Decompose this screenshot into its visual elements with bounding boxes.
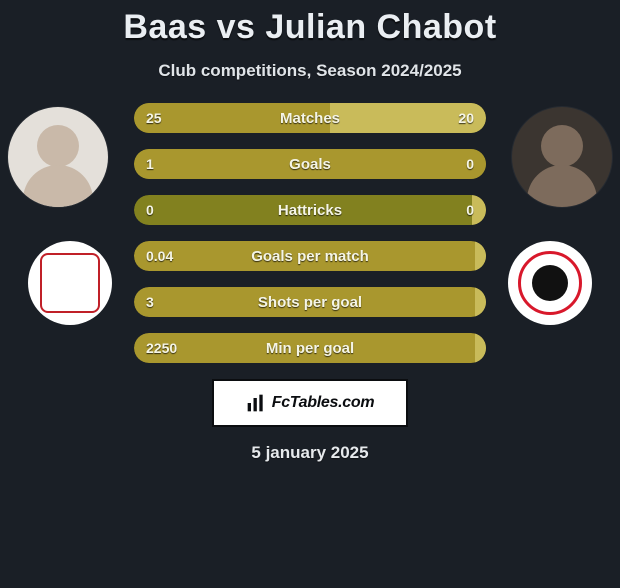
player-right-avatar	[512, 107, 612, 207]
club-right-badge	[508, 241, 592, 325]
stat-row: 00Hattricks	[134, 195, 486, 225]
stat-label: Hattricks	[134, 195, 486, 225]
chart-icon	[246, 393, 266, 413]
stat-label: Goals	[134, 149, 486, 179]
stat-bars: 2520Matches 10Goals 00Hattricks 0.04Goals p…	[134, 103, 486, 379]
subtitle: Club competitions, Season 2024/2025	[0, 61, 620, 81]
stat-label: Matches	[134, 103, 486, 133]
stat-row: 3Shots per goal	[134, 287, 486, 317]
player-left-avatar	[8, 107, 108, 207]
date: 5 january 2025	[0, 443, 620, 463]
stat-label: Shots per goal	[134, 287, 486, 317]
stat-row: 0.04Goals per match	[134, 241, 486, 271]
page-title: Baas vs Julian Chabot	[0, 8, 620, 47]
stat-row: 10Goals	[134, 149, 486, 179]
comparison-area: 2520Matches 10Goals 00Hattricks 0.04Goals p…	[0, 103, 620, 373]
stat-label: Goals per match	[134, 241, 486, 271]
site-name: FcTables.com	[272, 394, 375, 412]
site-badge: FcTables.com	[212, 379, 408, 427]
stat-row: 2250Min per goal	[134, 333, 486, 363]
club-left-badge	[28, 241, 112, 325]
stat-label: Min per goal	[134, 333, 486, 363]
stat-row: 2520Matches	[134, 103, 486, 133]
